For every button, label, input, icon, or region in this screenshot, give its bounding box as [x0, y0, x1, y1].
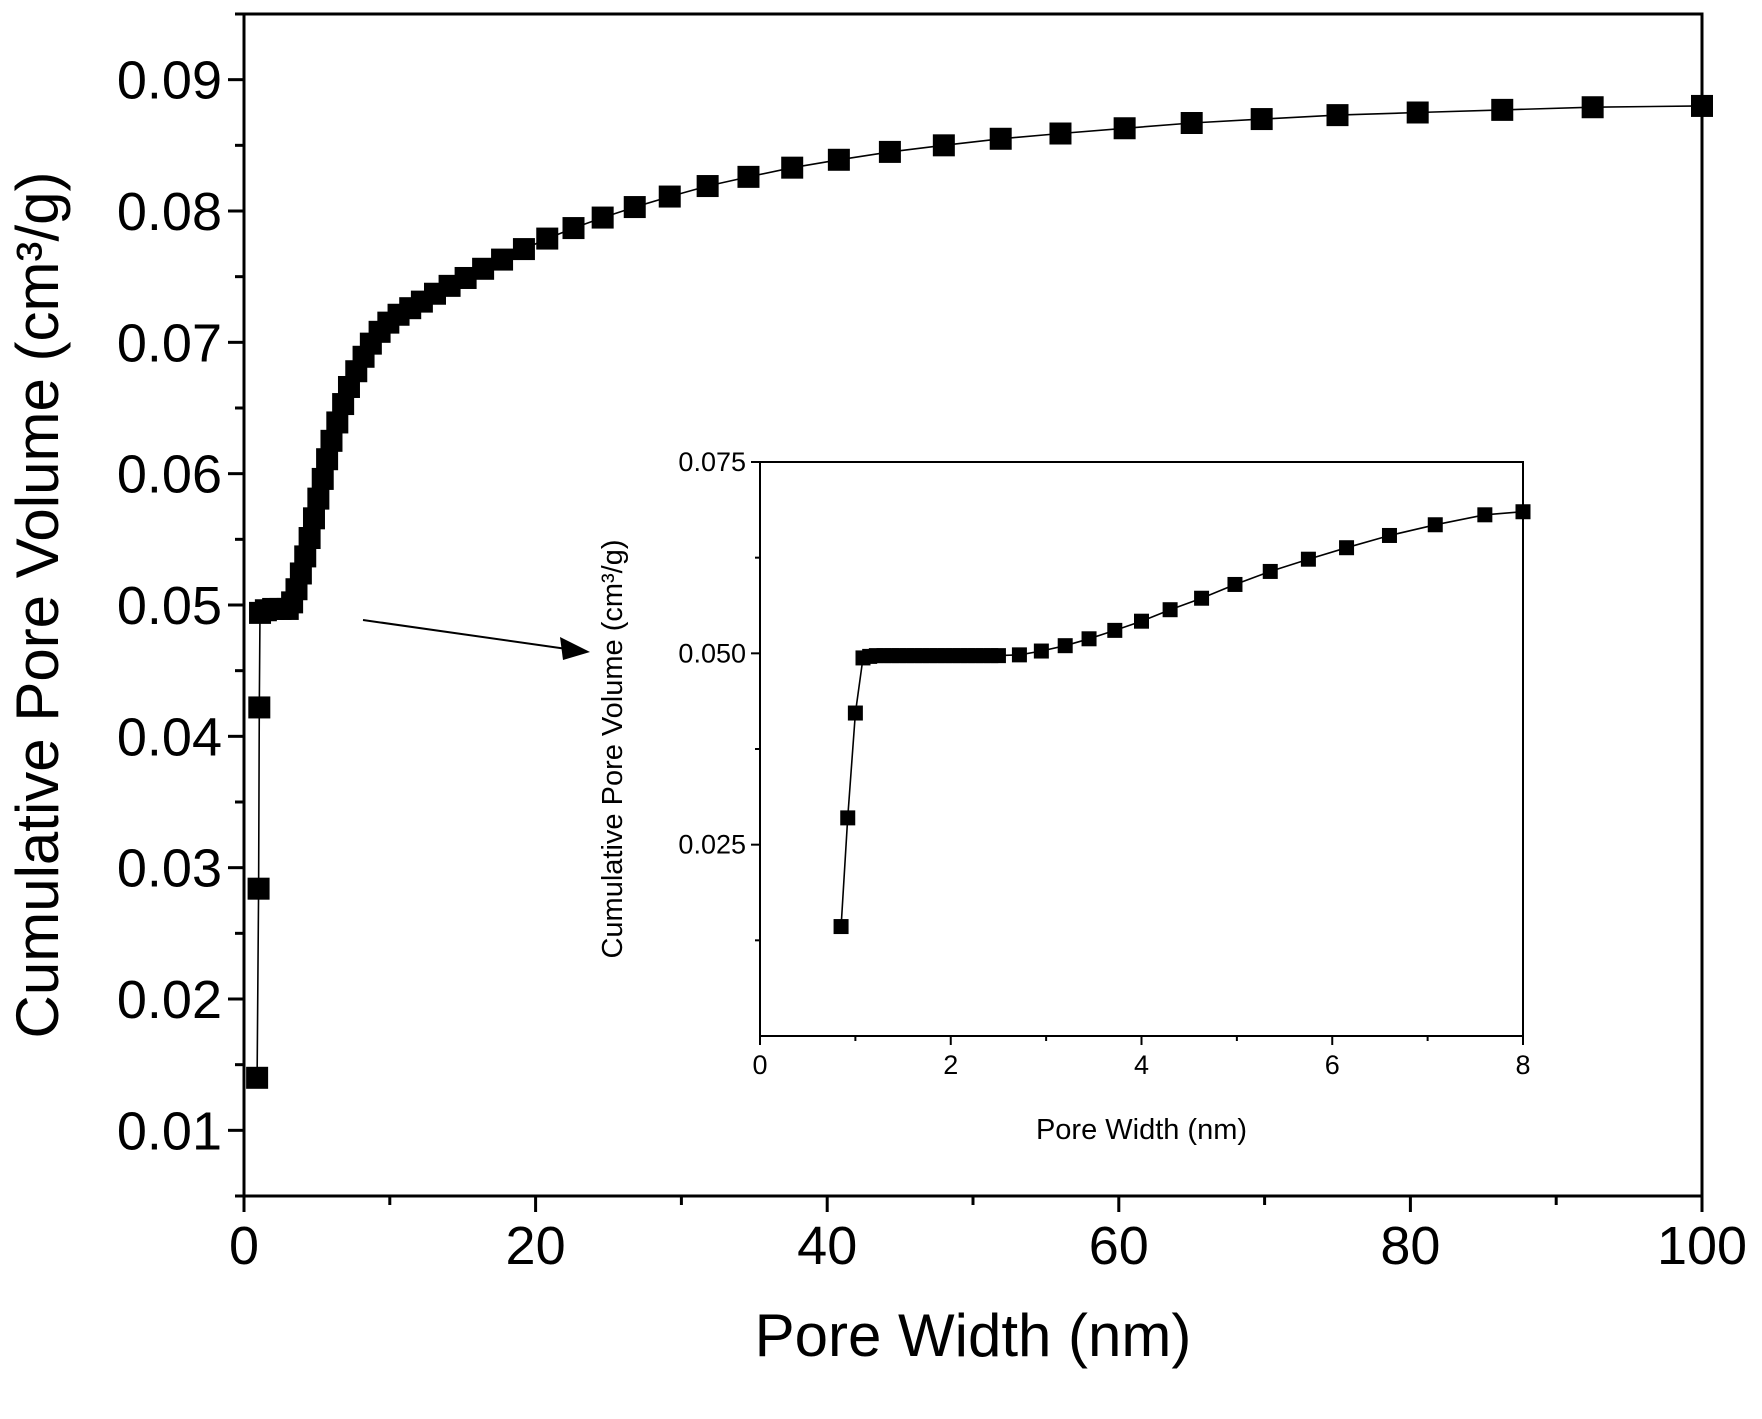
main-data-point — [326, 411, 349, 434]
main-data-point — [878, 140, 901, 163]
main-y-tick-label: 0.06 — [117, 445, 222, 505]
main-y-tick-label: 0.02 — [117, 970, 222, 1030]
main-data-point — [696, 175, 719, 198]
main-axis-ticks — [228, 12, 1704, 1212]
main-data-point — [827, 148, 850, 171]
inset-data-point — [1057, 638, 1073, 654]
inset-data-point — [1381, 527, 1397, 543]
main-data-point — [316, 448, 339, 471]
main-data-point — [512, 238, 535, 261]
inset-plot: 0 2 4 6 8 0.025 0.050 0.075 Pore Width (nm) Cum… — [597, 447, 1531, 1146]
main-data-point — [623, 196, 646, 219]
inset-data-point — [1300, 551, 1316, 567]
main-y-tick-label: 0.01 — [117, 1101, 222, 1161]
main-data-point — [307, 487, 330, 510]
main-plot-frame — [242, 12, 1704, 1198]
main-data-point — [472, 257, 495, 280]
arrow-head — [560, 637, 590, 660]
main-x-tick-label: 60 — [1089, 1216, 1149, 1276]
main-data-point — [332, 393, 355, 416]
main-data-point — [562, 217, 585, 240]
main-tick-labels: 0 20 40 60 80 1000.010.020.030.040.050.060.07… — [117, 51, 1747, 1276]
main-x-tick-label: 100 — [1657, 1216, 1747, 1276]
main-data-point — [246, 1066, 269, 1089]
inset-data-point — [1033, 643, 1049, 659]
main-x-tick-label: 40 — [797, 1216, 857, 1276]
main-data-point — [298, 527, 321, 550]
main-data-point — [781, 156, 804, 179]
main-data-point — [491, 248, 514, 271]
inset-y-tick-label: 0.050 — [678, 638, 746, 668]
inset-data-point — [1011, 647, 1027, 663]
inset-y-axis-label: Cumulative Pore Volume (cm³/g) — [597, 539, 629, 958]
main-x-tick-label: 20 — [506, 1216, 566, 1276]
inset-data-point — [1081, 631, 1097, 647]
main-data-point — [248, 696, 271, 719]
main-data-point — [1581, 96, 1604, 119]
main-y-axis-label: Cumulative Pore Volume (cm³/g) — [4, 172, 71, 1039]
inset-data-point — [1194, 590, 1210, 606]
inset-data-point — [1107, 622, 1123, 638]
inset-data-point — [840, 810, 856, 826]
main-data-point — [1250, 108, 1273, 131]
inset-data-point — [1227, 576, 1243, 592]
main-data-point — [302, 507, 325, 530]
inset-data-point — [990, 648, 1006, 664]
main-data-point — [311, 467, 334, 490]
main-data-point — [536, 227, 559, 250]
inset-tick-labels: 0 2 4 6 8 0.025 0.050 0.075 — [678, 447, 1530, 1080]
inset-pointer-arrow — [362, 619, 590, 660]
main-data-point — [1326, 104, 1349, 127]
inset-data-point — [1134, 613, 1149, 629]
inset-data-point — [1339, 540, 1355, 556]
main-data-point — [1406, 101, 1429, 124]
main-data-point — [294, 545, 317, 568]
main-y-tick-label: 0.04 — [117, 707, 222, 767]
main-y-tick-label: 0.03 — [117, 839, 222, 899]
main-plot: 0 20 40 60 80 1000.010.020.030.040.050.060.07… — [4, 12, 1747, 1369]
main-series — [246, 94, 1713, 1089]
main-data-point — [1113, 117, 1136, 140]
main-data-point — [454, 266, 477, 289]
inset-x-tick-label: 4 — [1134, 1050, 1149, 1080]
main-data-point — [1491, 98, 1514, 121]
inset-data-point — [1477, 507, 1493, 523]
inset-x-axis-label: Pore Width (nm) — [1036, 1114, 1247, 1146]
inset-data-point — [1262, 563, 1278, 579]
inset-x-tick-label: 8 — [1515, 1050, 1530, 1080]
main-x-tick-label: 0 — [229, 1216, 259, 1276]
main-x-tick-label: 80 — [1380, 1216, 1440, 1276]
inset-x-tick-label: 6 — [1325, 1050, 1340, 1080]
inset-data-point — [1427, 517, 1443, 533]
inset-background — [760, 462, 1523, 1036]
main-data-point — [737, 165, 760, 188]
inset-x-tick-label: 2 — [943, 1050, 958, 1080]
main-data-point — [289, 562, 312, 585]
inset-y-tick-label: 0.025 — [678, 830, 746, 860]
main-y-tick-label: 0.05 — [117, 576, 222, 636]
main-x-axis-label: Pore Width (nm) — [755, 1302, 1192, 1369]
main-data-point — [247, 877, 270, 900]
inset-series — [833, 504, 1531, 935]
main-data-point — [932, 134, 955, 157]
inset-data-point — [833, 919, 849, 935]
arrow-shaft — [362, 619, 575, 651]
main-y-tick-label: 0.08 — [117, 182, 222, 242]
main-data-point — [989, 127, 1012, 150]
main-data-point — [1049, 122, 1072, 145]
inset-plot-frame — [759, 461, 1524, 1037]
main-data-point — [320, 429, 343, 452]
main-y-tick-label: 0.07 — [117, 313, 222, 373]
main-data-point — [591, 206, 614, 229]
main-data-point — [1180, 112, 1203, 135]
inset-x-tick-label: 0 — [752, 1050, 767, 1080]
inset-data-point — [847, 705, 863, 721]
inset-y-tick-label: 0.075 — [678, 447, 746, 477]
main-data-point — [658, 185, 681, 208]
main-y-tick-label: 0.09 — [117, 51, 222, 111]
inset-data-point — [1162, 602, 1178, 618]
